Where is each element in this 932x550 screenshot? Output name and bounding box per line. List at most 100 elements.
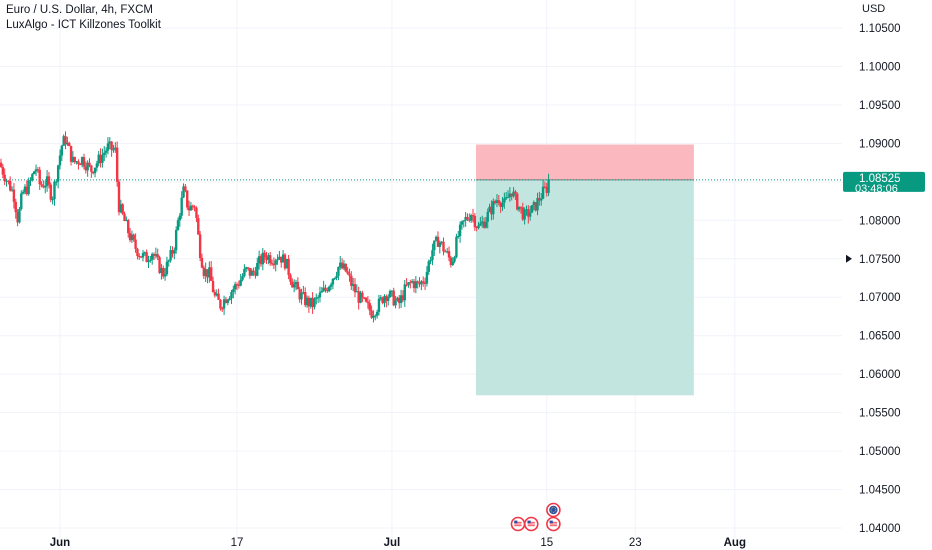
candle bbox=[121, 203, 124, 216]
candle-body bbox=[348, 273, 351, 276]
candle bbox=[204, 262, 207, 283]
candle-body bbox=[156, 254, 159, 258]
candle-body bbox=[298, 289, 301, 300]
candle-body bbox=[431, 250, 434, 261]
candle-body bbox=[165, 261, 169, 275]
candle-body bbox=[346, 271, 349, 274]
indicator-title[interactable]: LuxAlgo - ICT Killzones Toolkit bbox=[6, 19, 161, 31]
candle bbox=[162, 265, 165, 279]
candle bbox=[401, 290, 405, 303]
candle bbox=[97, 150, 100, 167]
candle bbox=[145, 249, 148, 263]
candle bbox=[466, 213, 469, 221]
candle-body bbox=[5, 180, 8, 182]
chart-legend: Euro / U.S. Dollar, 4h, FXCM LuxAlgo - I… bbox=[6, 3, 161, 33]
candle bbox=[422, 276, 425, 287]
candle bbox=[305, 295, 309, 308]
candle-body bbox=[466, 216, 469, 220]
candle bbox=[265, 251, 268, 264]
candle bbox=[150, 252, 154, 265]
candle-body bbox=[427, 261, 430, 272]
candle-body bbox=[440, 241, 443, 243]
candle-body bbox=[276, 259, 279, 261]
candle bbox=[184, 184, 187, 193]
candle bbox=[396, 296, 399, 302]
candle bbox=[298, 286, 301, 303]
short-position-tool[interactable] bbox=[475, 144, 694, 396]
candle bbox=[228, 296, 231, 301]
candle bbox=[272, 257, 276, 270]
candle bbox=[329, 282, 333, 291]
candle-body bbox=[508, 193, 512, 198]
candle-body bbox=[392, 290, 395, 306]
candle bbox=[106, 137, 110, 155]
candle bbox=[468, 213, 471, 223]
candle bbox=[309, 297, 312, 309]
time-axis[interactable]: Jun 17 Jul 15 23 Aug bbox=[50, 537, 746, 549]
candle-body bbox=[112, 149, 115, 151]
candle-body bbox=[189, 205, 193, 211]
candle bbox=[9, 176, 12, 192]
candle-body bbox=[202, 267, 206, 277]
economic-events[interactable] bbox=[510, 502, 561, 532]
candle-body bbox=[55, 181, 58, 183]
candle-body bbox=[64, 136, 67, 145]
candle bbox=[302, 285, 305, 295]
candle bbox=[154, 247, 158, 259]
candle-body bbox=[433, 240, 436, 251]
candle bbox=[7, 180, 10, 185]
candle-body bbox=[66, 142, 69, 145]
candle bbox=[257, 250, 261, 270]
candle-body bbox=[545, 186, 548, 193]
candle bbox=[75, 160, 78, 165]
candle bbox=[386, 294, 390, 306]
candle-body bbox=[106, 143, 110, 151]
price-tick-label: 1.06000 bbox=[859, 369, 901, 381]
candle bbox=[416, 280, 419, 289]
us-flag-icon bbox=[523, 516, 539, 532]
time-tick-label: Aug bbox=[724, 537, 746, 549]
candle-body bbox=[423, 283, 427, 285]
candle-body bbox=[285, 258, 288, 269]
candle bbox=[246, 266, 250, 271]
candle-body bbox=[232, 289, 235, 293]
candle-body bbox=[532, 202, 536, 206]
currency-label[interactable]: USD bbox=[862, 3, 886, 15]
price-tick-label: 1.08000 bbox=[859, 215, 901, 227]
candle-body bbox=[457, 236, 460, 238]
candle bbox=[221, 306, 224, 312]
candle bbox=[423, 277, 427, 290]
candle bbox=[320, 287, 324, 293]
candle bbox=[516, 192, 519, 211]
symbol-title[interactable]: Euro / U.S. Dollar, 4h, FXCM bbox=[6, 4, 153, 16]
candle bbox=[34, 164, 38, 176]
candle-body bbox=[180, 197, 183, 216]
candle bbox=[447, 246, 451, 262]
us-flag-icon bbox=[510, 516, 526, 532]
candle bbox=[197, 214, 200, 236]
price-axis[interactable]: 1.105001.100001.095001.090001.085001.080… bbox=[846, 23, 901, 535]
candle bbox=[540, 193, 543, 206]
price-tick-label: 1.10500 bbox=[859, 23, 901, 35]
candle-body bbox=[138, 256, 141, 258]
candle bbox=[132, 233, 135, 242]
candle-body bbox=[333, 277, 336, 279]
candle-body bbox=[239, 279, 242, 286]
candle-body bbox=[501, 202, 504, 207]
candle-body bbox=[477, 225, 480, 229]
candle-body bbox=[320, 291, 324, 293]
candle-body bbox=[407, 282, 410, 286]
candle bbox=[69, 145, 73, 166]
candle bbox=[243, 264, 246, 278]
candle bbox=[114, 142, 117, 153]
candle-body bbox=[193, 206, 196, 208]
candle-body bbox=[302, 292, 305, 294]
candle-body bbox=[36, 169, 40, 171]
candle bbox=[525, 205, 528, 216]
candle bbox=[42, 180, 45, 189]
candle bbox=[88, 158, 91, 168]
candle bbox=[453, 255, 456, 264]
candle-body bbox=[184, 186, 187, 191]
candle bbox=[449, 255, 453, 268]
